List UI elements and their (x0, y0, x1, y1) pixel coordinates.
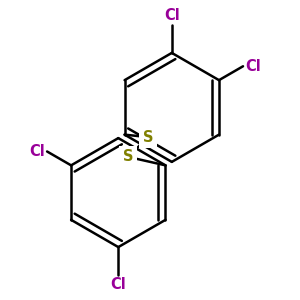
Text: Cl: Cl (245, 59, 261, 74)
Text: Cl: Cl (164, 8, 180, 23)
Text: S: S (123, 149, 134, 164)
Text: S: S (143, 130, 153, 145)
Text: Cl: Cl (29, 144, 45, 159)
Text: Cl: Cl (110, 277, 126, 292)
